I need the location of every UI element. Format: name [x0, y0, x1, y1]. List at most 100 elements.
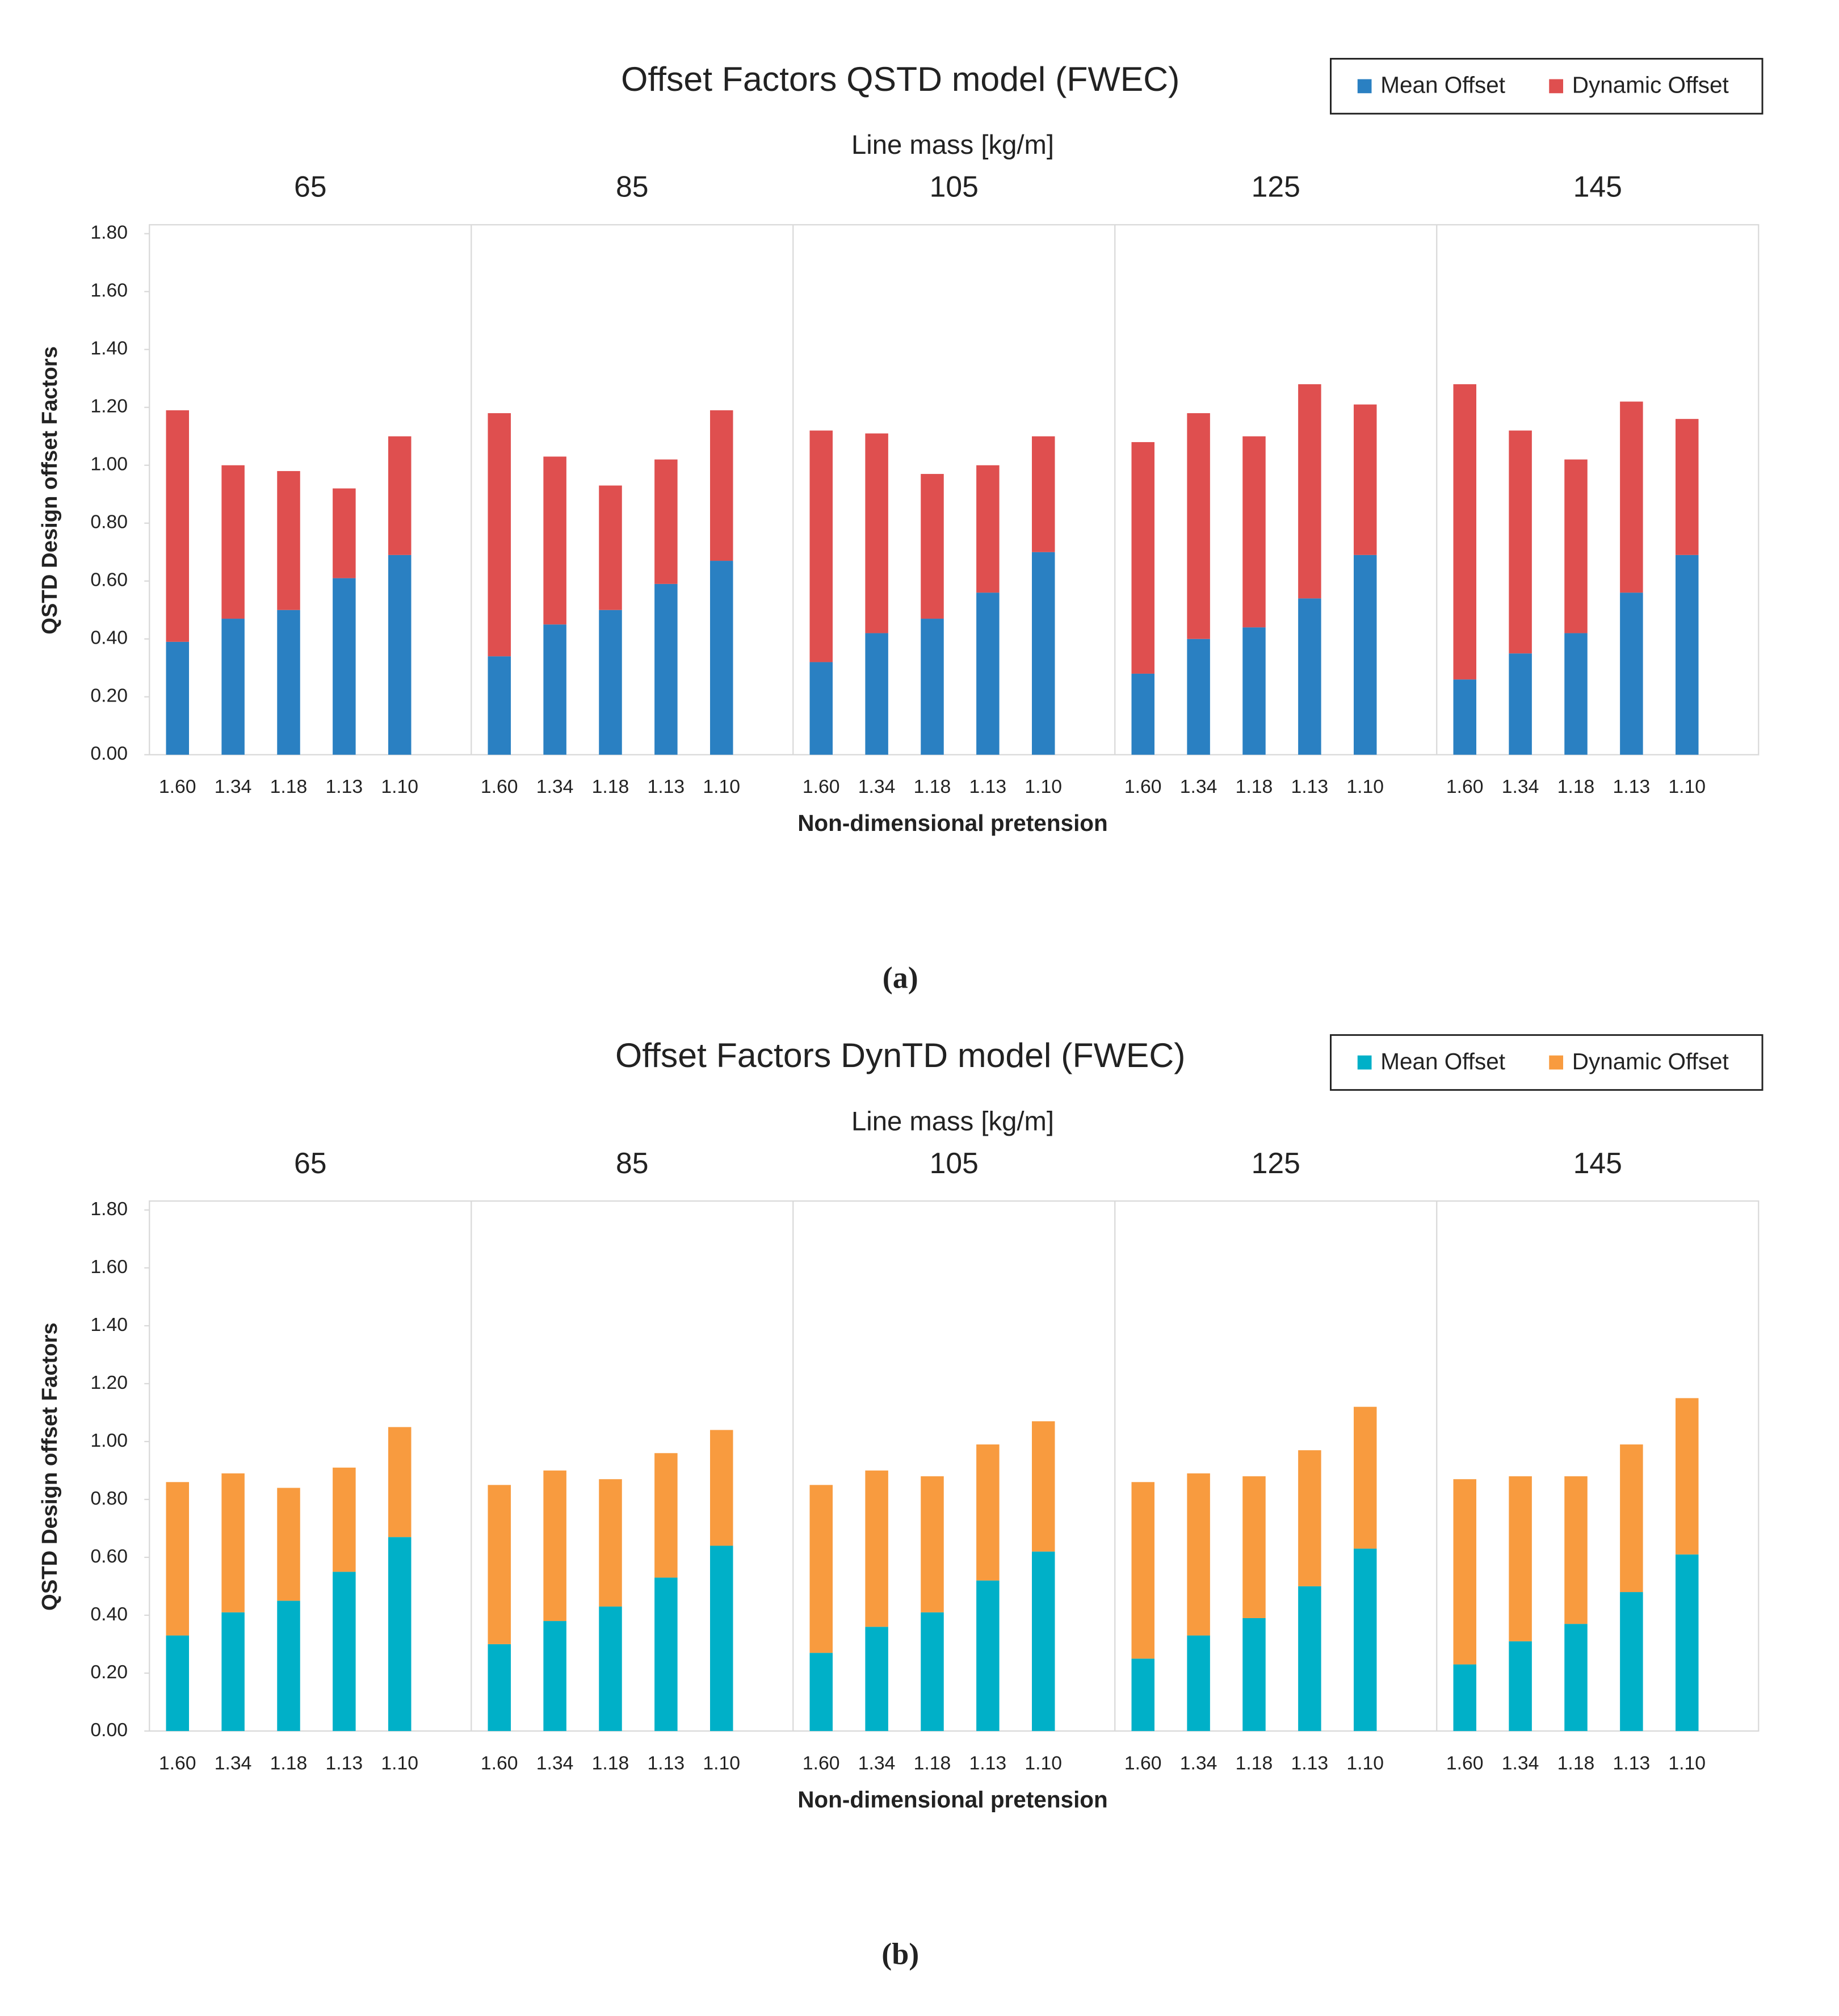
- y-tick-label: 0.40: [90, 1603, 128, 1625]
- bar-segment: [277, 471, 300, 610]
- bar-segment: [654, 1577, 678, 1731]
- bar-segment: [277, 1601, 300, 1731]
- x-tick-label: 1.34: [215, 1752, 252, 1774]
- group-label: 85: [616, 1146, 649, 1179]
- y-tick-label: 1.80: [90, 222, 128, 243]
- group-label: 125: [1252, 170, 1300, 203]
- bar-segment: [1453, 1664, 1476, 1731]
- bar-segment: [543, 1470, 566, 1622]
- x-tick-label: 1.13: [1291, 776, 1329, 797]
- bar-segment: [543, 624, 566, 755]
- x-tick-label: 1.60: [1446, 1752, 1484, 1774]
- y-axis-label: QSTD Design offset Factors: [37, 1322, 62, 1611]
- x-tick-label: 1.18: [1557, 1752, 1595, 1774]
- y-tick-label: 1.60: [90, 280, 128, 301]
- bar-segment: [488, 413, 511, 657]
- bar-segment: [1298, 598, 1321, 755]
- y-tick-label: 1.20: [90, 396, 128, 417]
- bar-segment: [1187, 413, 1210, 639]
- group-label: 105: [930, 1146, 979, 1179]
- bar-segment: [543, 1621, 566, 1731]
- bar-segment: [809, 1485, 833, 1653]
- group-label: 65: [294, 170, 327, 203]
- bar-segment: [388, 1427, 412, 1538]
- x-tick-label: 1.13: [648, 776, 685, 797]
- bar-segment: [1509, 430, 1532, 654]
- bar-segment: [1675, 1398, 1699, 1555]
- bar-segment: [1564, 1624, 1588, 1731]
- x-tick-label: 1.13: [1291, 1752, 1329, 1774]
- bar-segment: [1242, 1618, 1266, 1731]
- x-tick-label: 1.60: [803, 776, 840, 797]
- chart: Offset Factors DynTD model (FWEC) Line ma…: [37, 1034, 1764, 1971]
- x-tick-label: 1.34: [1502, 1752, 1539, 1774]
- bar-segment: [921, 474, 944, 619]
- group-label: 145: [1573, 1146, 1622, 1179]
- y-tick-label: 1.20: [90, 1372, 128, 1393]
- legend-box: [1330, 1034, 1764, 1091]
- legend-label: Mean Offset: [1380, 72, 1505, 98]
- bar-segment: [1187, 1635, 1210, 1731]
- bar-segment: [277, 1488, 300, 1601]
- bar-segment: [654, 459, 678, 584]
- bar-segment: [710, 561, 733, 755]
- bar-segment: [1675, 1554, 1699, 1731]
- x-tick-label: 1.60: [481, 1752, 518, 1774]
- x-tick-label: 1.18: [1236, 776, 1273, 797]
- caption: (a): [883, 960, 918, 994]
- bar-segment: [1242, 436, 1266, 628]
- legend-swatch: [1549, 1055, 1563, 1070]
- bar-segment: [543, 456, 566, 625]
- bar-segment: [1298, 1450, 1321, 1586]
- bar-segment: [388, 1537, 412, 1731]
- bar-segment: [599, 610, 622, 755]
- bar-segment: [1620, 593, 1643, 755]
- group-label: 65: [294, 1146, 327, 1179]
- x-tick-label: 1.18: [1236, 1752, 1273, 1774]
- y-tick-label: 0.80: [90, 1488, 128, 1509]
- bar-segment: [599, 1606, 622, 1731]
- y-tick-label: 0.00: [90, 743, 128, 765]
- group-axis-label: Line mass [kg/m]: [851, 130, 1054, 160]
- bar-segment: [1620, 1444, 1643, 1593]
- bar-segment: [221, 465, 245, 619]
- bar-segment: [710, 1430, 733, 1546]
- bar-segment: [1131, 673, 1154, 755]
- bar-segment: [1298, 384, 1321, 599]
- chart-title: Offset Factors DynTD model (FWEC): [615, 1036, 1186, 1074]
- x-tick-label: 1.34: [536, 1752, 574, 1774]
- bar-segment: [1453, 1479, 1476, 1665]
- x-tick-label: 1.13: [326, 776, 363, 797]
- y-tick-label: 1.40: [90, 338, 128, 359]
- bar-segment: [921, 1476, 944, 1612]
- bar-segment: [654, 1453, 678, 1578]
- bar-segment: [865, 433, 888, 633]
- x-tick-label: 1.18: [914, 1752, 951, 1774]
- bar-segment: [1187, 639, 1210, 755]
- x-tick-label: 1.60: [1124, 776, 1162, 797]
- bar-segment: [1242, 1476, 1266, 1618]
- bar-segment: [488, 656, 511, 755]
- bar-segment: [809, 1653, 833, 1731]
- bar-segment: [1131, 442, 1154, 674]
- y-tick-label: 1.60: [90, 1256, 128, 1278]
- bar-segment: [865, 1627, 888, 1731]
- x-tick-label: 1.60: [803, 1752, 840, 1774]
- bar-segment: [388, 555, 412, 755]
- bar-segment: [488, 1485, 511, 1644]
- bar-segment: [1353, 404, 1377, 555]
- x-tick-label: 1.13: [1613, 1752, 1651, 1774]
- bar-segment: [166, 1482, 190, 1636]
- y-tick-label: 0.20: [90, 685, 128, 707]
- legend-label: Mean Offset: [1380, 1048, 1505, 1074]
- bar-segment: [221, 619, 245, 755]
- x-tick-label: 1.10: [1346, 1752, 1384, 1774]
- bar-segment: [1353, 555, 1377, 755]
- bar-segment: [1564, 1476, 1588, 1624]
- bar-segment: [710, 1545, 733, 1731]
- bar-segment: [599, 1479, 622, 1607]
- group-label: 145: [1573, 170, 1622, 203]
- bar-segment: [333, 1572, 356, 1731]
- x-tick-label: 1.13: [648, 1752, 685, 1774]
